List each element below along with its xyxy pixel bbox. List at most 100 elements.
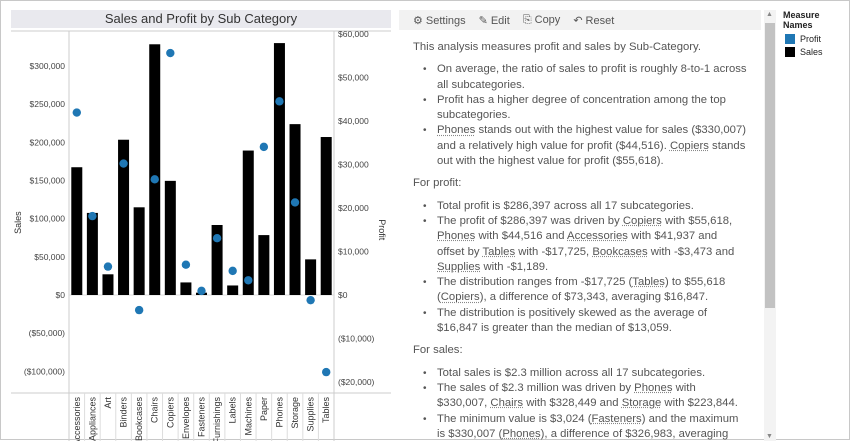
sales-bar bbox=[149, 44, 160, 295]
y2-tick-label: ($20,000) bbox=[338, 377, 375, 387]
copy-button[interactable]: ⎘ Copy bbox=[523, 14, 561, 27]
profit-heading: For profit: bbox=[413, 176, 747, 191]
legend-swatch bbox=[785, 47, 795, 57]
sales-bar bbox=[165, 181, 176, 295]
settings-button[interactable]: ⚙ Settings bbox=[413, 14, 466, 27]
link-copiers[interactable]: Copiers bbox=[670, 140, 709, 152]
undo-icon: ↶ bbox=[573, 15, 582, 27]
profit-point bbox=[228, 267, 236, 275]
link-phones[interactable]: Phones bbox=[437, 124, 475, 136]
x-tick-label: Copiers bbox=[165, 397, 175, 429]
profit-point bbox=[166, 49, 174, 57]
profit-point bbox=[135, 306, 143, 314]
intro: This analysis measures profit and sales … bbox=[413, 40, 747, 55]
sales-bar bbox=[305, 259, 316, 295]
pencil-icon: ✎ bbox=[479, 15, 488, 27]
x-tick-label: Accessories bbox=[72, 397, 82, 442]
bullet: Total profit is $286,397 across all 17 s… bbox=[437, 199, 747, 214]
sales-bar bbox=[227, 285, 238, 295]
y2-tick-label: $30,000 bbox=[338, 160, 369, 170]
link[interactable]: Accessories bbox=[567, 230, 628, 242]
x-tick-label: Supplies bbox=[306, 397, 316, 432]
legend-item-profit[interactable]: Profit bbox=[785, 34, 849, 44]
x-tick-label: Storage bbox=[290, 397, 300, 429]
bullet: Phones stands out with the highest value… bbox=[437, 123, 747, 169]
bullet: The distribution is positively skewed as… bbox=[437, 306, 747, 337]
x-tick-label: Furnishings bbox=[212, 397, 222, 441]
toolbar: ⚙ Settings ✎ Edit ⎘ Copy ↶ Reset bbox=[399, 10, 761, 30]
scrollbar[interactable]: ▲ ▼ bbox=[764, 10, 776, 441]
sales-bar bbox=[321, 137, 332, 295]
y2-tick-label: $20,000 bbox=[338, 203, 369, 213]
y2-tick-label: $40,000 bbox=[338, 116, 369, 126]
link[interactable]: Tables bbox=[632, 276, 665, 288]
scroll-up-icon[interactable]: ▲ bbox=[766, 11, 773, 18]
x-tick-label: Machines bbox=[243, 397, 253, 436]
profit-point bbox=[197, 287, 205, 295]
explain-data-panel: ⚙ Settings ✎ Edit ⎘ Copy ↶ Reset This analys… bbox=[399, 10, 761, 441]
scroll-down-icon[interactable]: ▼ bbox=[766, 433, 773, 440]
bullet: The distribution ranges from -$17,725 (T… bbox=[437, 275, 747, 306]
y2-tick-label: $0 bbox=[338, 290, 348, 300]
link[interactable]: Copiers bbox=[441, 291, 480, 303]
link[interactable]: Tables bbox=[482, 246, 515, 258]
profit-point bbox=[306, 296, 314, 304]
y-tick-label: $200,000 bbox=[30, 137, 66, 147]
profit-point bbox=[88, 212, 96, 220]
y-tick-label: $150,000 bbox=[30, 176, 66, 186]
bullet: The profit of $286,397 was driven by Cop… bbox=[437, 214, 747, 275]
sales-bar bbox=[258, 235, 269, 295]
y2-tick-label: $50,000 bbox=[338, 73, 369, 83]
legend-item-sales[interactable]: Sales bbox=[785, 47, 849, 57]
bullet: Profit has a higher degree of concentrat… bbox=[437, 93, 747, 124]
y-axis-label: Sales bbox=[13, 211, 23, 234]
profit-point bbox=[260, 143, 268, 151]
profit-point bbox=[322, 368, 330, 376]
legend-title: Measure Names bbox=[783, 10, 849, 30]
legend-swatch bbox=[785, 34, 795, 44]
profit-point bbox=[119, 159, 127, 167]
chart-title: Sales and Profit by Sub Category bbox=[11, 10, 391, 28]
y2-axis-label: Profit bbox=[377, 219, 387, 241]
sales-bar bbox=[87, 213, 98, 295]
link[interactable]: Chairs bbox=[490, 397, 523, 409]
sales-bar bbox=[290, 124, 301, 295]
y-tick-label: $300,000 bbox=[30, 61, 66, 71]
copy-icon: ⎘ bbox=[523, 14, 532, 26]
link[interactable]: Fasteners bbox=[591, 413, 641, 425]
reset-button[interactable]: ↶ Reset bbox=[573, 14, 614, 27]
profit-point bbox=[213, 234, 221, 242]
x-tick-label: Binders bbox=[119, 397, 129, 428]
link[interactable]: Copiers bbox=[623, 215, 662, 227]
profit-point bbox=[104, 262, 112, 270]
link[interactable]: Phones bbox=[437, 230, 475, 242]
link[interactable]: Phones bbox=[502, 428, 540, 440]
profit-point bbox=[73, 108, 81, 116]
y2-tick-label: $10,000 bbox=[338, 247, 369, 257]
x-tick-label: Fasteners bbox=[197, 397, 207, 438]
link[interactable]: Bookcases bbox=[592, 246, 647, 258]
y2-tick-label: ($10,000) bbox=[338, 334, 375, 344]
profit-point bbox=[291, 198, 299, 206]
scrollbar-thumb[interactable] bbox=[765, 23, 775, 308]
bullet: The minimum value is $3,024 (Fasteners) … bbox=[437, 412, 747, 442]
link[interactable]: Storage bbox=[622, 397, 662, 409]
edit-button[interactable]: ✎ Edit bbox=[479, 14, 510, 27]
sales-bar bbox=[102, 274, 113, 295]
link[interactable]: Phones bbox=[634, 382, 672, 394]
y-tick-label: $50,000 bbox=[34, 252, 65, 262]
x-tick-label: Bookcases bbox=[134, 397, 144, 441]
y-tick-label: ($50,000) bbox=[29, 328, 66, 338]
gear-icon: ⚙ bbox=[413, 15, 423, 27]
y-tick-label: $100,000 bbox=[30, 214, 66, 224]
x-tick-label: Labels bbox=[228, 397, 238, 424]
y2-tick-label: $60,000 bbox=[338, 29, 369, 39]
profit-point bbox=[244, 276, 252, 284]
sales-bar bbox=[71, 167, 82, 295]
bullet: Total sales is $2.3 million across all 1… bbox=[437, 366, 747, 381]
link[interactable]: Supplies bbox=[437, 261, 480, 273]
profit-point bbox=[151, 175, 159, 183]
narrative: This analysis measures profit and sales … bbox=[399, 30, 761, 442]
legend: Measure Names Profit Sales bbox=[783, 10, 849, 60]
x-tick-label: Appliances bbox=[87, 397, 97, 441]
